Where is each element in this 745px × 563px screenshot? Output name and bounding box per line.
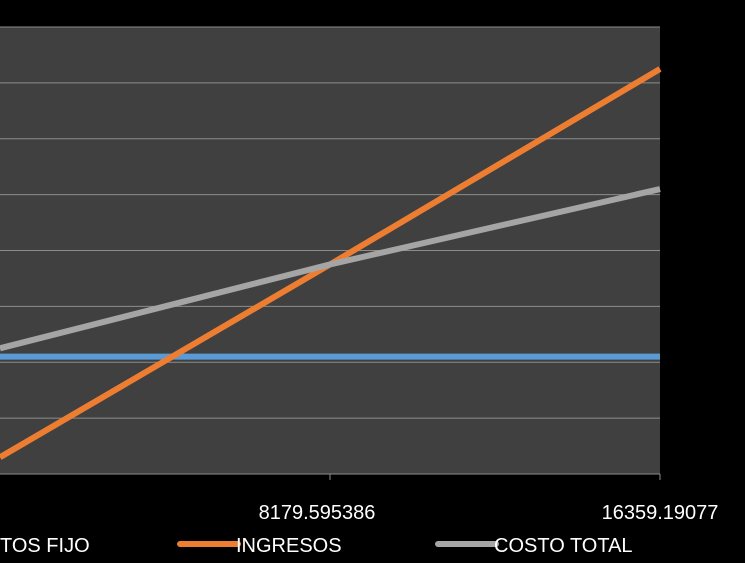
legend: TOS FIJO INGRESOS COSTO TOTAL (0, 535, 633, 557)
x-axis (0, 473, 661, 480)
x-tick-label-1: 8179.595386 (259, 502, 376, 524)
gridlines (0, 26, 660, 419)
series-lines (0, 66, 662, 460)
series-line-costo-total (0, 186, 661, 352)
legend-label-ingresos: INGRESOS (236, 535, 342, 557)
x-tick-label-2: 16359.19077 (602, 502, 719, 524)
legend-label-costos-fijo: TOS FIJO (0, 535, 90, 557)
legend-label-costo-total: COSTO TOTAL (494, 535, 633, 557)
